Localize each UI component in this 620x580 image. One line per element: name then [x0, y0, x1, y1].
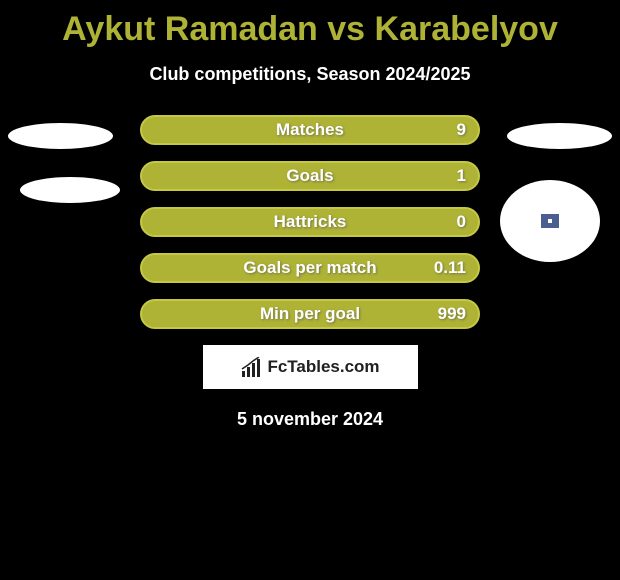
stat-value: 0.11	[434, 258, 466, 278]
date-text: 5 november 2024	[0, 409, 620, 430]
fctables-logo-box[interactable]: FcTables.com	[203, 345, 418, 389]
stat-label: Goals per match	[243, 258, 376, 278]
stat-value: 0	[457, 212, 466, 232]
stat-bar-hattricks: Hattricks 0	[140, 207, 480, 237]
stat-bar-goals-per-match: Goals per match 0.11	[140, 253, 480, 283]
stat-value: 1	[457, 166, 466, 186]
stat-label: Hattricks	[274, 212, 347, 232]
comparison-title: Aykut Ramadan vs Karabelyov	[0, 0, 620, 49]
stat-label: Min per goal	[260, 304, 360, 324]
left-player-placeholder-1	[8, 123, 113, 149]
stat-bar-goals: Goals 1	[140, 161, 480, 191]
right-player-avatar	[500, 180, 600, 262]
stats-container: Matches 9 Goals 1 Hattricks 0 Goals per …	[140, 115, 480, 329]
stat-bar-matches: Matches 9	[140, 115, 480, 145]
avatar-badge-dot	[548, 219, 552, 223]
season-subtitle: Club competitions, Season 2024/2025	[0, 64, 620, 85]
stat-label: Matches	[276, 120, 344, 140]
left-player-placeholder-2	[20, 177, 120, 203]
stat-value: 9	[457, 120, 466, 140]
logo-text-content: FcTables.com	[267, 357, 379, 377]
stat-value: 999	[438, 304, 466, 324]
fctables-logo: FcTables.com	[240, 357, 379, 377]
stat-label: Goals	[286, 166, 333, 186]
chart-icon	[240, 357, 264, 377]
avatar-badge	[541, 214, 559, 228]
stat-bar-min-per-goal: Min per goal 999	[140, 299, 480, 329]
right-player-placeholder-1	[507, 123, 612, 149]
